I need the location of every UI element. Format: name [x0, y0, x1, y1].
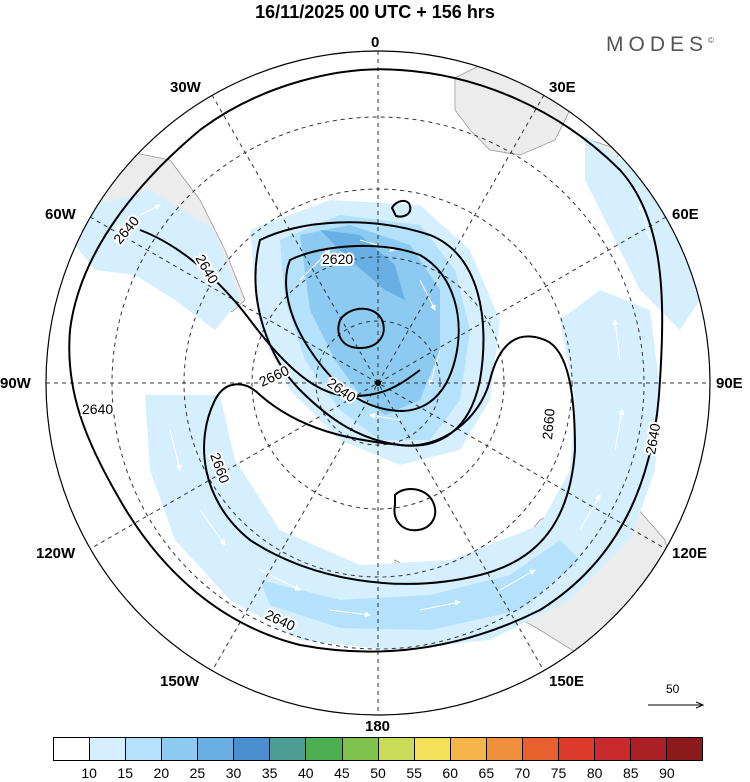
colorbar-tick: 55 — [406, 765, 422, 781]
copyright-mark: © — [708, 36, 714, 45]
colorbar-tick: 15 — [117, 765, 134, 781]
colorbar-tick: 30 — [225, 765, 242, 781]
lon-label-60w: 60W — [45, 206, 76, 223]
lon-label-150w: 150W — [160, 673, 200, 690]
reference-vector-label: 50 — [666, 682, 680, 696]
lon-label-30e: 30E — [549, 79, 576, 96]
contour-label: 2660 — [257, 362, 292, 390]
colorbar-cell — [270, 738, 307, 760]
wind-band-east — [585, 135, 700, 330]
colorbar-tick: 10 — [81, 765, 97, 781]
contour-2660-closed — [393, 488, 437, 532]
wind-vector — [369, 412, 401, 421]
contour-2600-small — [390, 200, 412, 218]
colorbar-cell — [594, 738, 631, 760]
lon-label-90w: 90W — [0, 375, 31, 392]
lon-label-120e: 120E — [672, 545, 708, 562]
meridian — [211, 94, 545, 672]
lon-label-180: 180 — [365, 718, 391, 735]
contour-2640-inner — [139, 229, 421, 397]
wind-vector — [199, 509, 226, 546]
colorbar-cell — [414, 738, 451, 760]
modes-logo: MODES© — [606, 33, 714, 57]
colorbar-cell — [54, 738, 91, 760]
brand-name: MODES — [606, 33, 709, 56]
lon-label-90e: 90E — [716, 375, 743, 392]
pole-marker — [375, 380, 381, 386]
wind-vector — [428, 349, 441, 386]
wind-vector — [419, 600, 461, 611]
wind-vector — [612, 319, 621, 361]
wind-speed-shading — [75, 135, 700, 650]
wind-vector — [169, 429, 182, 471]
wind-vector — [419, 279, 436, 311]
wind-vector — [614, 409, 625, 451]
colorbar-tick: 25 — [189, 765, 206, 781]
colorbar-tick: 40 — [297, 765, 314, 781]
colorbar-cell — [234, 738, 271, 760]
colorbar-tick: 85 — [622, 765, 639, 781]
wind-jet-core-25 — [300, 225, 440, 415]
wind-ring-south — [145, 290, 660, 650]
colorbar-cell — [306, 738, 343, 760]
contour-label: 2660 — [539, 408, 558, 441]
colorbar-cell — [558, 738, 595, 760]
colorbar-tick: 80 — [586, 765, 603, 781]
meridian — [89, 216, 667, 550]
wind-vector — [299, 249, 331, 281]
wind-vector — [638, 204, 651, 241]
lon-label-30w: 30W — [170, 79, 201, 96]
colorbar-tick: 70 — [514, 765, 531, 781]
wind-vector — [259, 569, 301, 591]
colorbar-tick: 50 — [370, 765, 386, 781]
colorbar-tick: 45 — [334, 765, 350, 781]
wind-vector — [499, 569, 536, 591]
height-contours — [68, 68, 664, 653]
contour-label: 2620 — [322, 251, 353, 267]
meridian — [211, 94, 545, 672]
contour-2640-outer — [68, 68, 664, 653]
colorbar-cell — [378, 738, 415, 760]
colorbar-cell — [486, 738, 523, 760]
colorbar-tick: 75 — [550, 765, 567, 781]
lon-label-150e: 150E — [549, 673, 585, 690]
wind-ring-south-inner — [260, 540, 580, 630]
contour-2620 — [285, 244, 460, 412]
colorbar-cell — [450, 738, 487, 760]
colorbar-cell — [198, 738, 235, 760]
contour-2600-closed — [337, 307, 385, 350]
contour-2660 — [203, 335, 577, 585]
meridian — [89, 216, 667, 550]
map-border — [45, 50, 711, 716]
map-title: 16/11/2025 00 UTC + 156 hrs — [255, 2, 495, 22]
colorbar — [53, 737, 703, 761]
colorbar-cell — [631, 738, 668, 760]
lon-label-60e: 60E — [672, 206, 699, 223]
colorbar-cell — [667, 738, 703, 760]
colorbar-cell — [522, 738, 559, 760]
wind-vector — [139, 204, 161, 216]
lon-label-0: 0 — [371, 34, 380, 51]
wind-vector — [579, 494, 601, 531]
contour-2640-ring — [254, 221, 485, 447]
contour-label: 2640 — [82, 401, 113, 417]
colorbar-cell — [162, 738, 199, 760]
graticule — [46, 51, 710, 715]
wind-vector — [329, 609, 371, 618]
colorbar-cell — [126, 738, 163, 760]
colorbar-tick: 20 — [153, 765, 170, 781]
colorbar-cell — [342, 738, 379, 760]
colorbar-tick: 35 — [261, 765, 278, 781]
africa-land — [454, 54, 571, 156]
colorbar-tick: 60 — [442, 765, 459, 781]
colorbar-tick: 90 — [659, 765, 675, 781]
lon-label-120w: 120W — [36, 545, 76, 562]
colorbar-cell — [90, 738, 127, 760]
wind-band-west — [75, 190, 240, 330]
colorbar-tick: 65 — [478, 765, 495, 781]
